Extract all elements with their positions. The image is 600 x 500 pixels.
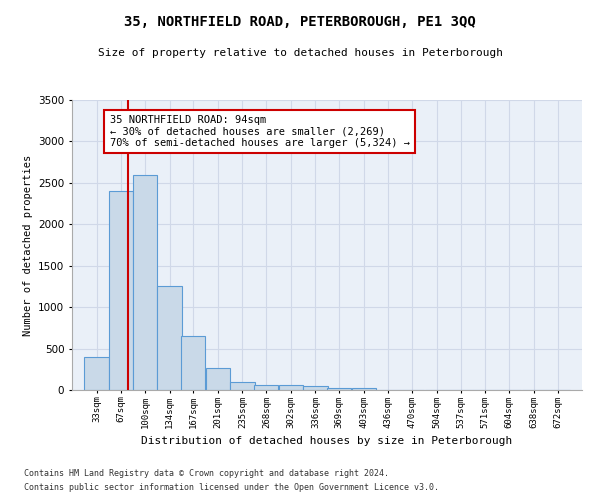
Text: Contains HM Land Registry data © Crown copyright and database right 2024.: Contains HM Land Registry data © Crown c… bbox=[24, 468, 389, 477]
Bar bbox=[352, 388, 376, 390]
Y-axis label: Number of detached properties: Number of detached properties bbox=[23, 154, 32, 336]
Bar bbox=[133, 174, 157, 390]
Bar bbox=[327, 388, 352, 390]
Bar bbox=[254, 385, 278, 390]
Text: 35, NORTHFIELD ROAD, PETERBOROUGH, PE1 3QQ: 35, NORTHFIELD ROAD, PETERBOROUGH, PE1 3… bbox=[124, 15, 476, 29]
Bar bbox=[85, 357, 109, 390]
Text: Contains public sector information licensed under the Open Government Licence v3: Contains public sector information licen… bbox=[24, 484, 439, 492]
Bar bbox=[304, 386, 328, 390]
Bar bbox=[157, 286, 182, 390]
Text: Size of property relative to detached houses in Peterborough: Size of property relative to detached ho… bbox=[97, 48, 503, 58]
Bar bbox=[181, 336, 205, 390]
Bar bbox=[109, 191, 133, 390]
X-axis label: Distribution of detached houses by size in Peterborough: Distribution of detached houses by size … bbox=[142, 436, 512, 446]
Bar bbox=[206, 368, 230, 390]
Text: 35 NORTHFIELD ROAD: 94sqm
← 30% of detached houses are smaller (2,269)
70% of se: 35 NORTHFIELD ROAD: 94sqm ← 30% of detac… bbox=[110, 115, 410, 148]
Bar bbox=[279, 385, 303, 390]
Bar bbox=[230, 382, 254, 390]
